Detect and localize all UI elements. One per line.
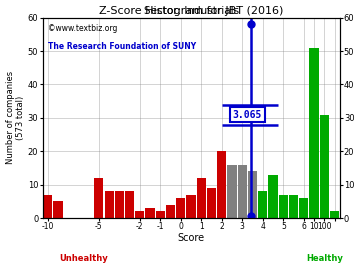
Bar (145, 208, 155, 218)
X-axis label: Score: Score (177, 232, 204, 242)
Text: The Research Foundation of SUNY: The Research Foundation of SUNY (49, 42, 197, 51)
Bar (217, 151, 226, 218)
Bar (269, 175, 278, 218)
Bar (176, 198, 185, 218)
Bar (238, 165, 247, 218)
Bar (279, 195, 288, 218)
Bar (289, 195, 298, 218)
Title: Z-Score Histogram for JBT (2016): Z-Score Histogram for JBT (2016) (99, 6, 283, 16)
Bar (248, 171, 257, 218)
Text: 3.065: 3.065 (233, 110, 262, 120)
Bar (135, 211, 144, 218)
Bar (43, 195, 52, 218)
Bar (228, 165, 237, 218)
Bar (94, 178, 103, 218)
Bar (156, 211, 165, 218)
Bar (258, 191, 267, 218)
Text: Unhealthy: Unhealthy (59, 254, 108, 263)
Y-axis label: Number of companies
(573 total): Number of companies (573 total) (5, 71, 25, 164)
Bar (125, 191, 134, 218)
Bar (207, 188, 216, 218)
Bar (166, 205, 175, 218)
Bar (115, 191, 124, 218)
Text: Healthy: Healthy (306, 254, 343, 263)
Bar (53, 201, 63, 218)
Bar (104, 191, 114, 218)
Text: ©www.textbiz.org: ©www.textbiz.org (49, 24, 118, 33)
Bar (320, 114, 329, 218)
Bar (197, 178, 206, 218)
Bar (330, 211, 339, 218)
Bar (310, 48, 319, 218)
Text: Sector: Industrials: Sector: Industrials (144, 6, 239, 16)
Bar (186, 195, 196, 218)
Bar (299, 198, 309, 218)
